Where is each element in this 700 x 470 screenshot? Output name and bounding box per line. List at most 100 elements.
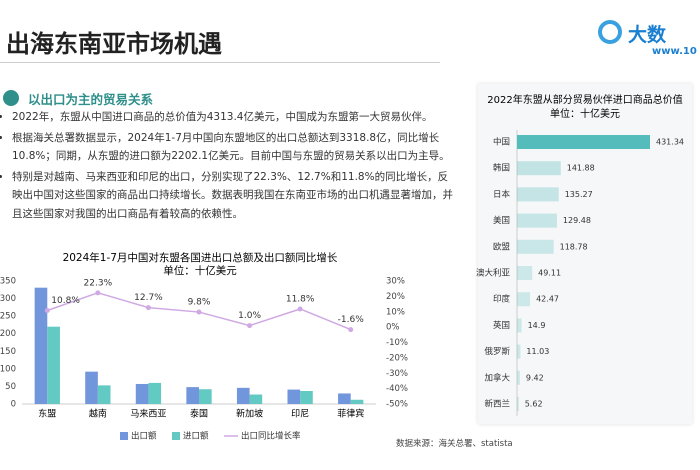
data-label: 10.8% <box>51 296 80 306</box>
data-label: 118.78 <box>560 242 588 251</box>
logo-text: 大数 <box>628 24 667 46</box>
y-tick-label: 350 <box>0 277 16 287</box>
bar <box>249 394 263 404</box>
data-label: 431.34 <box>656 138 684 147</box>
bar <box>186 387 199 404</box>
logo-icon <box>598 20 622 44</box>
bar <box>517 292 531 307</box>
bar <box>517 213 557 228</box>
category-label: 新西兰 <box>484 399 510 410</box>
bullet: 2022年，东盟从中国进口商品的总价值为4313.4亿美元，中国成为东盟第一大贸… <box>12 108 455 127</box>
divider <box>0 62 440 63</box>
data-label: 129.48 <box>563 216 591 225</box>
bar <box>135 383 149 404</box>
category-label: 美国 <box>493 215 510 226</box>
section-title: 以出口为主的贸易关系 <box>28 92 154 107</box>
x-tick-label: 印尼 <box>291 408 309 420</box>
data-label: 14.9 <box>528 321 546 330</box>
data-label: 5.62 <box>525 400 543 409</box>
section-icon <box>3 90 19 106</box>
data-label: 1.0% <box>238 311 261 321</box>
chart-subtitle: 单位：十亿美元 <box>550 107 620 120</box>
x-tick-label: 泰国 <box>190 408 208 420</box>
data-label: 42.47 <box>536 295 559 304</box>
bar <box>350 399 364 404</box>
bar <box>517 161 561 176</box>
line-point <box>145 305 151 311</box>
category-label: 英国 <box>493 320 510 331</box>
chart-title: 2022年东盟从部分贸易伙伴进口商品总价值 <box>487 93 682 106</box>
page-title: 出海东南亚市场机遇 <box>6 30 222 58</box>
y-tick-label: 150 <box>0 347 16 357</box>
category-label: 俄罗斯 <box>484 346 510 357</box>
line-point <box>95 290 101 296</box>
bar <box>148 382 162 404</box>
chart-subtitle: 单位：十亿美元 <box>163 264 237 277</box>
y2-tick-label: -20% <box>386 353 408 363</box>
x-tick-label: 马来西亚 <box>130 409 166 420</box>
data-label: 11.8% <box>286 294 315 304</box>
logo-url: www.10 <box>652 46 697 57</box>
data-label: 11.03 <box>526 347 549 356</box>
bar <box>517 397 519 411</box>
line-point <box>44 308 50 314</box>
bar <box>517 370 520 385</box>
x-tick-label: 越南 <box>89 408 107 420</box>
category-label: 中国 <box>493 137 510 148</box>
bar <box>34 287 48 404</box>
line-point <box>247 323 253 329</box>
bar <box>517 318 522 333</box>
y2-tick-label: -10% <box>386 338 408 348</box>
bar <box>47 326 60 404</box>
data-label: 141.88 <box>567 164 595 173</box>
category-label: 韩国 <box>493 163 510 174</box>
data-label: 12.7% <box>134 293 163 303</box>
bar <box>85 371 98 404</box>
legend-swatch <box>172 432 180 440</box>
legend-label: 出口同比增长率 <box>241 431 301 442</box>
line-point <box>348 327 354 333</box>
legend-label: 进口额 <box>183 431 209 442</box>
bar <box>236 387 250 404</box>
data-label: 49.11 <box>538 269 561 278</box>
line-point <box>297 306 303 312</box>
y-tick-label: 50 <box>5 382 16 392</box>
y2-tick-label: 20% <box>386 292 405 302</box>
y-tick-label: 200 <box>0 329 16 339</box>
bullet-list: 2022年，东盟从中国进口商品的总价值为4313.4亿美元，中国成为东盟第一大贸… <box>0 108 455 225</box>
x-tick-label: 菲律宾 <box>337 408 364 420</box>
bar <box>199 389 212 404</box>
category-label: 日本 <box>493 189 511 200</box>
category-label: 加拿大 <box>484 372 510 383</box>
bar <box>517 135 650 149</box>
line-point <box>196 309 202 315</box>
data-label: 9.42 <box>526 373 544 382</box>
source: 数据来源：海关总署、statista <box>396 439 513 449</box>
bullet: 根据海关总署数据显示，2024年1-7月中国向东盟地区的出口总额达到3318.8… <box>12 129 455 166</box>
legend-label: 出口额 <box>131 431 157 442</box>
x-tick-label: 东盟 <box>38 408 56 420</box>
category-label: 澳大利亚 <box>476 268 511 279</box>
bar <box>517 344 521 359</box>
data-label: 135.27 <box>565 190 593 199</box>
data-label: -1.6% <box>338 315 365 325</box>
y2-tick-label: -30% <box>386 369 408 379</box>
y2-tick-label: -50% <box>386 400 408 410</box>
y-tick-label: 300 <box>0 294 16 304</box>
category-label: 欧盟 <box>493 241 511 252</box>
bar <box>287 389 301 404</box>
x-tick-label: 新加坡 <box>236 408 263 420</box>
category-label: 印度 <box>493 294 511 305</box>
bar <box>517 266 533 280</box>
chart-title: 2024年1-7月中国对东盟各国进出口总额及出口额同比增长 <box>63 251 338 264</box>
bar <box>517 239 554 254</box>
y-tick-label: 250 <box>0 312 16 322</box>
y2-tick-label: 10% <box>386 307 405 317</box>
data-label: 9.8% <box>188 298 211 308</box>
legend-swatch <box>120 432 128 440</box>
bar <box>338 393 351 404</box>
y-tick-label: 100 <box>0 364 16 374</box>
